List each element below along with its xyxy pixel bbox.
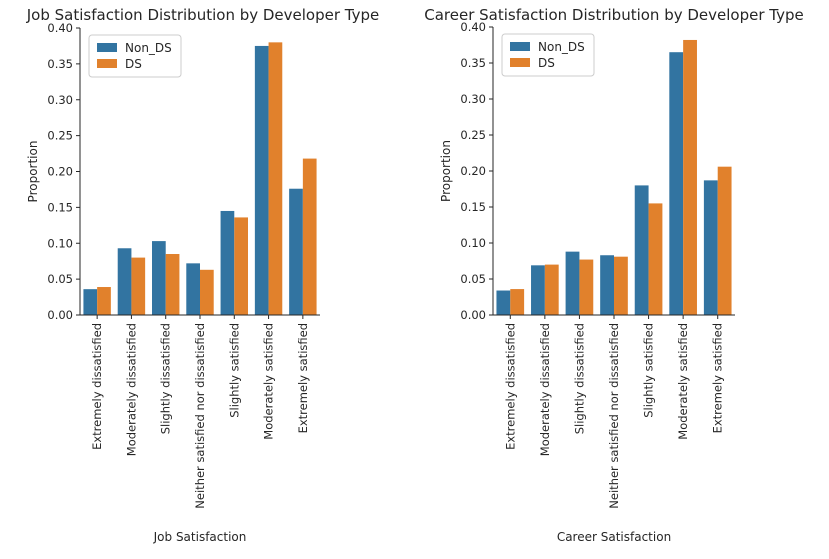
x-tick-label: Slightly dissatisfied: [159, 323, 173, 434]
legend: Non_DS DS: [501, 33, 595, 77]
bar-ds-6: [268, 42, 283, 315]
y-tick-label: 0.10: [47, 236, 73, 250]
legend-swatch-non-ds: [97, 43, 117, 52]
legend-label: DS: [125, 57, 142, 71]
y-axis-label: Proportion: [439, 140, 453, 202]
legend-swatch-ds: [510, 58, 530, 67]
legend-label: Non_DS: [538, 40, 585, 54]
x-axis-label: Job Satisfaction: [153, 530, 247, 544]
bar-ds-5: [234, 217, 248, 315]
bar-ds-7: [717, 166, 732, 315]
x-axis-label: Career Satisfaction: [557, 530, 671, 544]
legend-label: DS: [538, 56, 555, 70]
bar-non-ds-5: [220, 210, 235, 315]
bar-ds-6: [683, 39, 697, 316]
x-tick-label: Slightly satisfied: [227, 323, 241, 418]
y-tick-label: 0.30: [47, 93, 73, 107]
legend-label: Non_DS: [125, 41, 172, 55]
legend-swatch-non-ds: [510, 42, 530, 51]
y-tick-label: 0.30: [460, 92, 486, 106]
bar-non-ds-2: [117, 248, 132, 315]
y-tick-label: 0.15: [460, 200, 486, 214]
x-tick-label: Extremely dissatisfied: [90, 323, 104, 450]
bar-non-ds-6: [254, 45, 269, 315]
bar-non-ds-3: [565, 251, 580, 315]
bar-non-ds-5: [634, 185, 649, 315]
x-tick-label: Neither satisfied nor dissatisfied: [607, 323, 621, 509]
chart-title: Career Satisfaction Distribution by Deve…: [424, 6, 804, 24]
legend-swatch-ds: [97, 59, 117, 68]
x-tick-label: Moderately satisfied: [262, 323, 276, 440]
x-tick-label: Moderately satisfied: [676, 323, 690, 440]
y-tick-label: 0.20: [460, 164, 486, 178]
bar-ds-2: [131, 257, 146, 315]
legend: Non_DS DS: [88, 34, 182, 78]
bar-non-ds-2: [531, 265, 545, 315]
bar-ds-3: [165, 254, 180, 315]
bar-non-ds-4: [600, 255, 614, 315]
chart-2: Career Satisfaction Distribution by Deve…: [424, 6, 804, 544]
x-tick-label: Moderately dissatisfied: [538, 323, 552, 456]
bar-non-ds-1: [496, 290, 511, 315]
y-tick-label: 0.00: [460, 308, 486, 322]
y-tick-label: 0.40: [460, 20, 486, 34]
bar-non-ds-7: [703, 180, 718, 315]
y-tick-label: 0.35: [460, 56, 486, 70]
y-tick-label: 0.15: [47, 200, 73, 214]
y-tick-label: 0.05: [460, 272, 486, 286]
x-tick-label: Neither satisfied nor dissatisfied: [193, 323, 207, 509]
y-tick-label: 0.10: [460, 236, 486, 250]
x-tick-label: Moderately dissatisfied: [124, 323, 138, 456]
bar-ds-4: [614, 256, 628, 315]
y-tick-label: 0.05: [47, 272, 73, 286]
x-tick-label: Extremely satisfied: [711, 323, 725, 433]
x-tick-label: Extremely satisfied: [296, 323, 310, 433]
bar-ds-3: [579, 259, 594, 315]
chart-title: Job Satisfaction Distribution by Develop…: [26, 6, 380, 24]
bar-ds-4: [200, 269, 214, 315]
bar-non-ds-1: [83, 289, 98, 315]
y-tick-label: 0.00: [47, 308, 73, 322]
y-tick-label: 0.25: [47, 129, 73, 143]
y-tick-label: 0.35: [47, 57, 73, 71]
bar-non-ds-7: [289, 188, 303, 315]
bar-non-ds-6: [669, 52, 684, 315]
bar-non-ds-4: [186, 263, 200, 315]
bar-ds-1: [97, 287, 111, 315]
bar-ds-1: [510, 289, 525, 315]
y-axis-label: Proportion: [26, 141, 40, 203]
x-tick-label: Extremely dissatisfied: [503, 323, 517, 450]
chart-1: Job Satisfaction Distribution by Develop…: [26, 6, 380, 544]
bar-non-ds-3: [152, 241, 166, 315]
x-tick-label: Slightly dissatisfied: [572, 323, 586, 434]
bar-ds-7: [302, 158, 317, 315]
y-tick-label: 0.40: [47, 21, 73, 35]
bar-ds-5: [648, 203, 663, 315]
y-tick-label: 0.20: [47, 165, 73, 179]
x-tick-label: Slightly satisfied: [642, 323, 656, 418]
y-tick-label: 0.25: [460, 128, 486, 142]
bar-ds-2: [544, 264, 559, 315]
